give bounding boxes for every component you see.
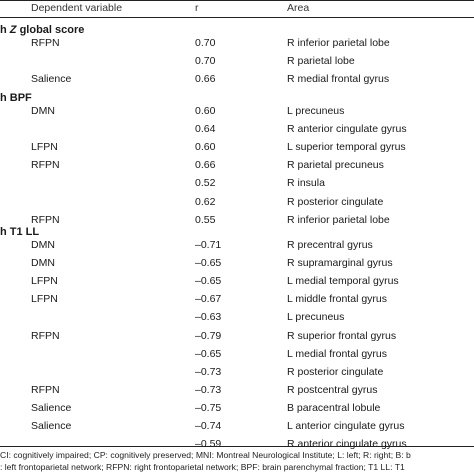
table-row: LFPN 0.60 L superior temporal gyrus bbox=[0, 138, 474, 156]
dependent-variable-cell: Salience bbox=[31, 73, 72, 86]
r-value-cell: –0.65 bbox=[195, 347, 222, 360]
section-title-italic: Z bbox=[9, 24, 17, 36]
r-value-cell: 0.70 bbox=[195, 55, 216, 68]
dependent-variable-cell: LFPN bbox=[31, 275, 58, 288]
table-row: LFPN –0.67 L middle frontal gyrus bbox=[0, 290, 474, 308]
area-cell: B paracentral lobule bbox=[287, 401, 381, 414]
dependent-variable-cell: LFPN bbox=[31, 293, 58, 306]
r-value-cell: 0.60 bbox=[195, 141, 216, 154]
header-area: Area bbox=[287, 2, 310, 14]
area-cell: R inferior parietal lobe bbox=[287, 37, 390, 49]
section-title-rest: global score bbox=[16, 24, 85, 36]
dependent-variable-cell: RFPN bbox=[31, 383, 60, 396]
area-cell: R parietal lobe bbox=[287, 55, 355, 68]
table-row: RFPN 0.55 R inferior parietal lobe bbox=[0, 211, 474, 229]
table-top-rule bbox=[0, 0, 474, 1]
dependent-variable-cell: Salience bbox=[31, 420, 72, 432]
area-cell: L precuneus bbox=[287, 105, 345, 117]
footnote-line-1: CI: cognitively impaired; CP: cognitivel… bbox=[0, 450, 411, 460]
table-row: RFPN –0.79 R superior frontal gyrus bbox=[0, 327, 474, 345]
section-title-prefix: h BPF bbox=[0, 92, 32, 104]
table-row: Salience –0.74 L anterior cingulate gyrus bbox=[0, 417, 474, 435]
dependent-variable-cell: RFPN bbox=[31, 329, 60, 342]
table-row: RFPN 0.70 R inferior parietal lobe bbox=[0, 34, 474, 52]
r-value-cell: 0.52 bbox=[195, 177, 216, 190]
r-value-cell: –0.65 bbox=[195, 275, 222, 288]
area-cell: L medial frontal gyrus bbox=[287, 347, 387, 360]
table-row: –0.73 R posterior cingulate bbox=[0, 363, 474, 381]
area-cell: L middle frontal gyrus bbox=[287, 293, 387, 306]
area-cell: R postcentral gyrus bbox=[287, 383, 378, 396]
r-value-cell: 0.64 bbox=[195, 123, 216, 136]
table-row: –0.65 L medial frontal gyrus bbox=[0, 345, 474, 363]
header-rule bbox=[0, 17, 474, 18]
table-row: DMN –0.65 R supramarginal gyrus bbox=[0, 254, 474, 272]
area-cell: R superior frontal gyrus bbox=[287, 329, 397, 342]
dependent-variable-cell: Salience bbox=[31, 401, 72, 414]
r-value-cell: 0.66 bbox=[195, 73, 216, 86]
r-value-cell: –0.65 bbox=[195, 257, 222, 270]
area-cell: L anterior cingulate gyrus bbox=[287, 420, 405, 432]
table-row: LFPN –0.65 L medial temporal gyrus bbox=[0, 272, 474, 290]
table-row: RFPN 0.66 R parietal precuneus bbox=[0, 156, 474, 174]
table-row: Salience 0.66 R medial frontal gyrus bbox=[0, 70, 474, 88]
table-row: 0.64 R anterior cingulate gyrus bbox=[0, 120, 474, 138]
table-row: 0.52 R insula bbox=[0, 174, 474, 192]
table-row: DMN 0.60 L precuneus bbox=[0, 102, 474, 120]
r-value-cell: –0.59 bbox=[195, 438, 222, 451]
r-value-cell: –0.71 bbox=[195, 239, 222, 251]
header-r: r bbox=[195, 2, 199, 14]
area-cell: R anterior cingulate gyrus bbox=[287, 123, 407, 136]
area-cell: R anterior cingulate gyrus bbox=[287, 438, 407, 451]
table-row: –0.63 L precuneus bbox=[0, 308, 474, 326]
dependent-variable-cell: DMN bbox=[31, 257, 55, 270]
header-dependent-variable: Dependent variable bbox=[31, 2, 123, 14]
r-value-cell: 0.60 bbox=[195, 105, 216, 117]
r-value-cell: –0.73 bbox=[195, 365, 222, 378]
area-cell: R inferior parietal lobe bbox=[287, 213, 390, 226]
dependent-variable-cell: DMN bbox=[31, 105, 55, 117]
table-row: –0.59 R anterior cingulate gyrus bbox=[0, 435, 474, 453]
section-title: h BPF bbox=[0, 92, 32, 104]
area-cell: R posterior cingulate bbox=[287, 365, 384, 378]
r-value-cell: 0.62 bbox=[195, 195, 216, 208]
r-value-cell: 0.66 bbox=[195, 159, 216, 172]
section-title: h Z global score bbox=[0, 24, 84, 36]
r-value-cell: –0.75 bbox=[195, 401, 222, 414]
r-value-cell: –0.74 bbox=[195, 420, 222, 432]
r-value-cell: –0.79 bbox=[195, 329, 222, 342]
dependent-variable-cell: LFPN bbox=[31, 141, 58, 154]
area-cell: R posterior cingulate bbox=[287, 195, 384, 208]
section-title-prefix: h bbox=[0, 24, 10, 36]
section-title: h T1 LL bbox=[0, 226, 39, 238]
r-value-cell: –0.63 bbox=[195, 311, 222, 324]
r-value-cell: –0.73 bbox=[195, 383, 222, 396]
table-bottom-rule bbox=[0, 446, 474, 447]
footnote-line-2: : left frontoparietal network; RFPN: rig… bbox=[0, 462, 405, 472]
dependent-variable-cell: RFPN bbox=[31, 213, 60, 226]
table-row: 0.62 R posterior cingulate bbox=[0, 193, 474, 211]
dependent-variable-cell: RFPN bbox=[31, 37, 60, 49]
table-row: RFPN –0.73 R postcentral gyrus bbox=[0, 381, 474, 399]
r-value-cell: –0.67 bbox=[195, 293, 222, 306]
dependent-variable-cell: DMN bbox=[31, 239, 55, 251]
table-row: 0.70 R parietal lobe bbox=[0, 52, 474, 70]
r-value-cell: 0.55 bbox=[195, 213, 216, 226]
area-cell: L precuneus bbox=[287, 311, 345, 324]
area-cell: R precentral gyrus bbox=[287, 239, 373, 251]
table-row: Salience –0.75 B paracentral lobule bbox=[0, 399, 474, 417]
table-row: DMN –0.71 R precentral gyrus bbox=[0, 236, 474, 254]
area-cell: R supramarginal gyrus bbox=[287, 257, 393, 270]
area-cell: R parietal precuneus bbox=[287, 159, 384, 172]
section-title-prefix: h T1 LL bbox=[0, 226, 40, 238]
area-cell: R medial frontal gyrus bbox=[287, 73, 390, 86]
r-value-cell: 0.70 bbox=[195, 37, 216, 49]
dependent-variable-cell: RFPN bbox=[31, 159, 60, 172]
area-cell: L medial temporal gyrus bbox=[287, 275, 399, 288]
area-cell: R insula bbox=[287, 177, 325, 190]
area-cell: L superior temporal gyrus bbox=[287, 141, 406, 154]
